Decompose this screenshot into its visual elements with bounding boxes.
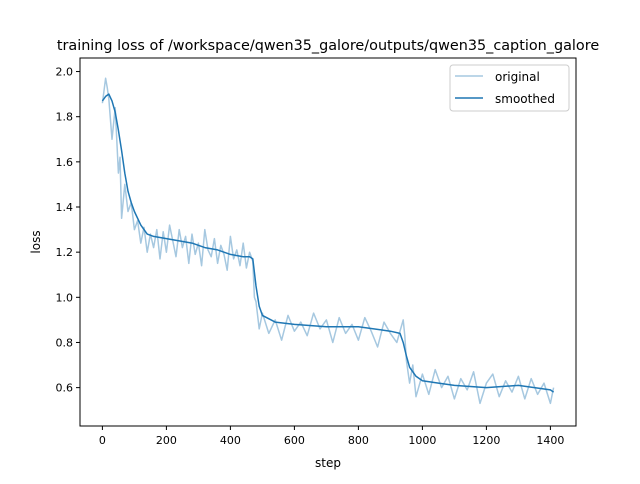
x-tick-label: 800 bbox=[348, 434, 369, 447]
x-tick-label: 400 bbox=[220, 434, 241, 447]
y-tick-label: 1.8 bbox=[56, 111, 74, 124]
y-tick-label: 1.6 bbox=[56, 156, 74, 169]
y-tick-label: 1.0 bbox=[56, 291, 74, 304]
x-tick-label: 1400 bbox=[536, 434, 564, 447]
y-tick-label: 1.4 bbox=[56, 201, 74, 214]
x-axis-label: step bbox=[315, 456, 341, 470]
chart-title: training loss of /workspace/qwen35_galor… bbox=[57, 38, 600, 54]
series-line-smoothed bbox=[101, 93, 555, 393]
x-tick-label: 600 bbox=[284, 434, 305, 447]
series-line-original bbox=[101, 77, 555, 405]
legend-label-smoothed: smoothed bbox=[495, 92, 555, 106]
y-tick-label: 2.0 bbox=[56, 66, 74, 79]
legend: original smoothed bbox=[449, 64, 570, 112]
y-tick-label: 0.8 bbox=[56, 336, 74, 349]
x-tick-label: 200 bbox=[156, 434, 177, 447]
x-tick-label: 0 bbox=[99, 434, 106, 447]
x-tick-label: 1200 bbox=[472, 434, 500, 447]
y-tick-label: 0.6 bbox=[56, 382, 74, 395]
x-tick-label: 1000 bbox=[408, 434, 436, 447]
legend-label-original: original bbox=[495, 70, 540, 84]
axes-frame bbox=[79, 57, 577, 427]
y-tick-label: 1.2 bbox=[56, 246, 74, 259]
y-axis-label: loss bbox=[29, 230, 43, 253]
